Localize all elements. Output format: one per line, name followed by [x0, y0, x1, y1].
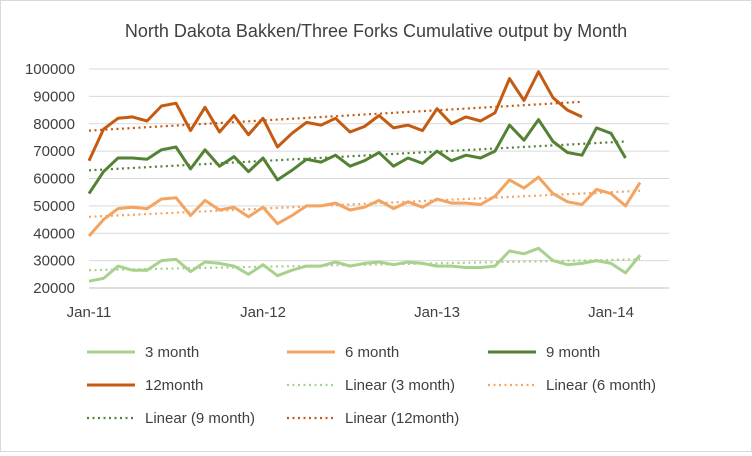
gridlines: [89, 68, 669, 262]
y-tick-label: 40000: [33, 225, 75, 242]
chart-title: North Dakota Bakken/Three Forks Cumulati…: [125, 21, 627, 41]
legend-label-3-month: 3 month: [145, 344, 199, 361]
series-line-linear-9-month: [88, 140, 626, 172]
legend-label-6-month: 6 month: [345, 344, 399, 361]
y-tick-label: 70000: [33, 143, 75, 160]
series-line-6-month: [87, 175, 642, 237]
series-line-3-month: [88, 246, 642, 283]
x-tick-label: Jan-14: [588, 304, 634, 321]
series-lines: [87, 70, 642, 283]
legend-label-9-month: 9 month: [546, 344, 600, 361]
legend: 3 month 6 month 9 month 12month Linear (3 mo…: [87, 344, 656, 427]
y-tick-label: 100000: [25, 61, 75, 78]
y-axis: 20000 30000 40000 50000 60000 70000 80000 90000…: [25, 61, 75, 297]
legend-label-12month: 12month: [145, 377, 203, 394]
legend-label-linear-12month: Linear (12month): [345, 410, 459, 427]
x-tick-label: Jan-12: [240, 304, 286, 321]
y-tick-label: 90000: [33, 88, 75, 105]
series-line-9-month: [87, 118, 627, 195]
y-tick-label: 60000: [33, 171, 75, 188]
series-line-linear-6-month: [88, 189, 641, 218]
series-line-linear-3-month: [88, 258, 641, 272]
legend-label-linear-6-month: Linear (6 month): [546, 377, 656, 394]
y-tick-label: 50000: [33, 198, 75, 215]
y-tick-label: 80000: [33, 116, 75, 133]
x-tick-label: Jan-11: [67, 304, 112, 321]
series-line-12month: [87, 70, 583, 162]
y-tick-label: 20000: [33, 280, 75, 297]
legend-label-linear-3-month: Linear (3 month): [345, 377, 455, 394]
x-axis: Jan-11 Jan-12 Jan-13 Jan-14: [67, 287, 669, 321]
x-tick-label: Jan-13: [414, 304, 460, 321]
legend-label-linear-9-month: Linear (9 month): [145, 410, 255, 427]
y-tick-label: 30000: [33, 253, 75, 270]
